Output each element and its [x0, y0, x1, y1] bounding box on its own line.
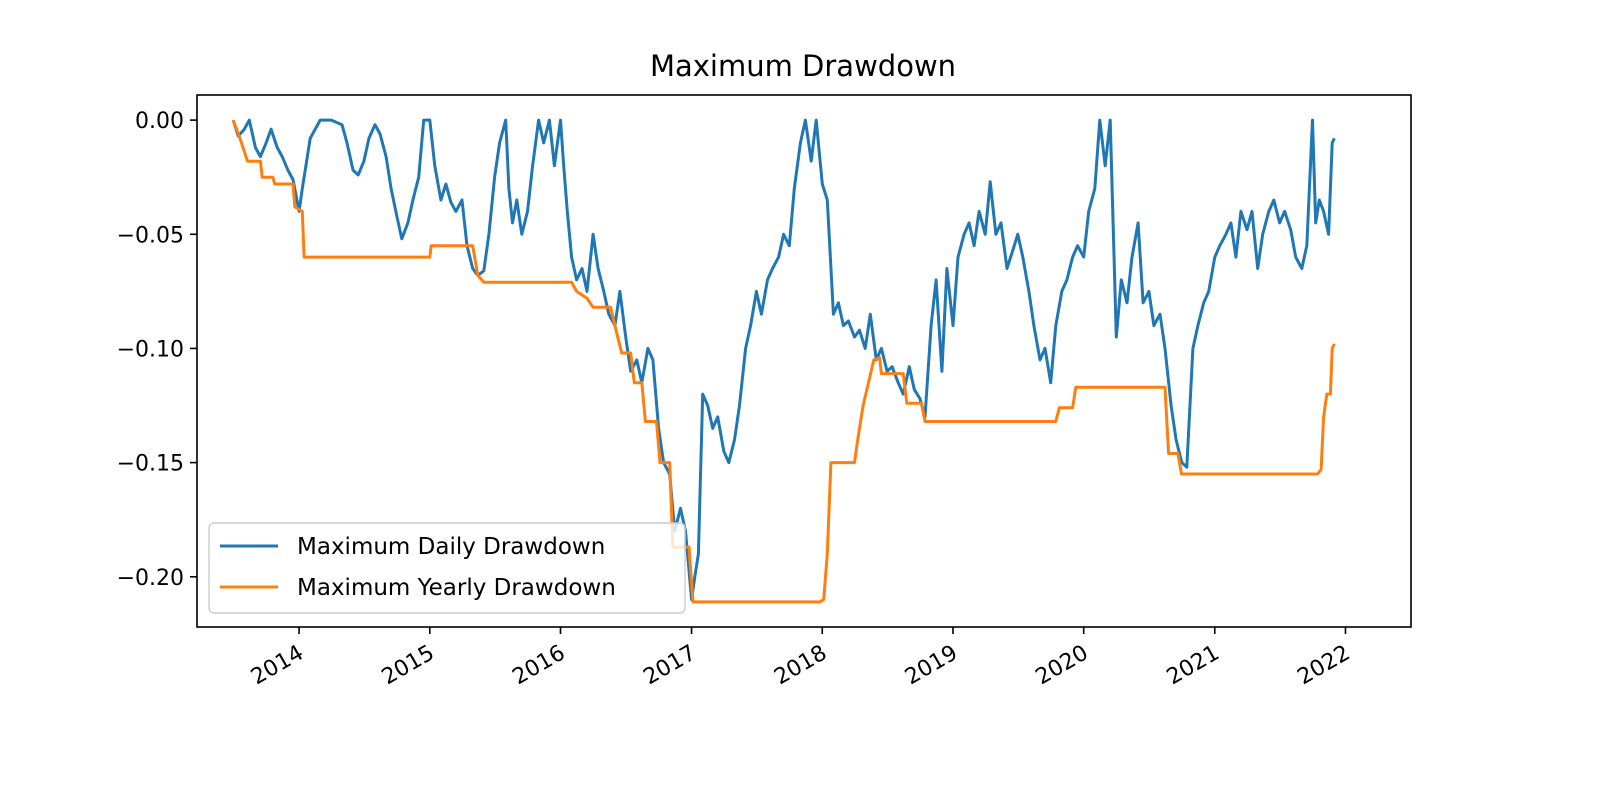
series-line-daily	[231, 118, 1336, 602]
legend-label-yearly: Maximum Yearly Drawdown	[297, 575, 616, 601]
legend-label-daily: Maximum Daily Drawdown	[297, 534, 605, 560]
y-tick-label: −0.10	[117, 337, 184, 362]
y-tick-label: −0.05	[117, 223, 184, 248]
y-tick-label: −0.15	[117, 452, 184, 477]
plot-frame	[196, 94, 1412, 628]
y-tick-label: 0.00	[135, 109, 184, 134]
legend-box	[208, 522, 686, 614]
y-tick-label: −0.20	[117, 566, 184, 591]
series-line-yearly	[231, 119, 1336, 604]
y-axis: 0.00 −0.05 −0.10 −0.15 −0.20	[117, 109, 197, 591]
series-layer	[231, 118, 1336, 604]
chart-title: Maximum Drawdown	[650, 49, 956, 83]
legend: Maximum Daily Drawdown Maximum Yearly Dr…	[208, 522, 686, 614]
